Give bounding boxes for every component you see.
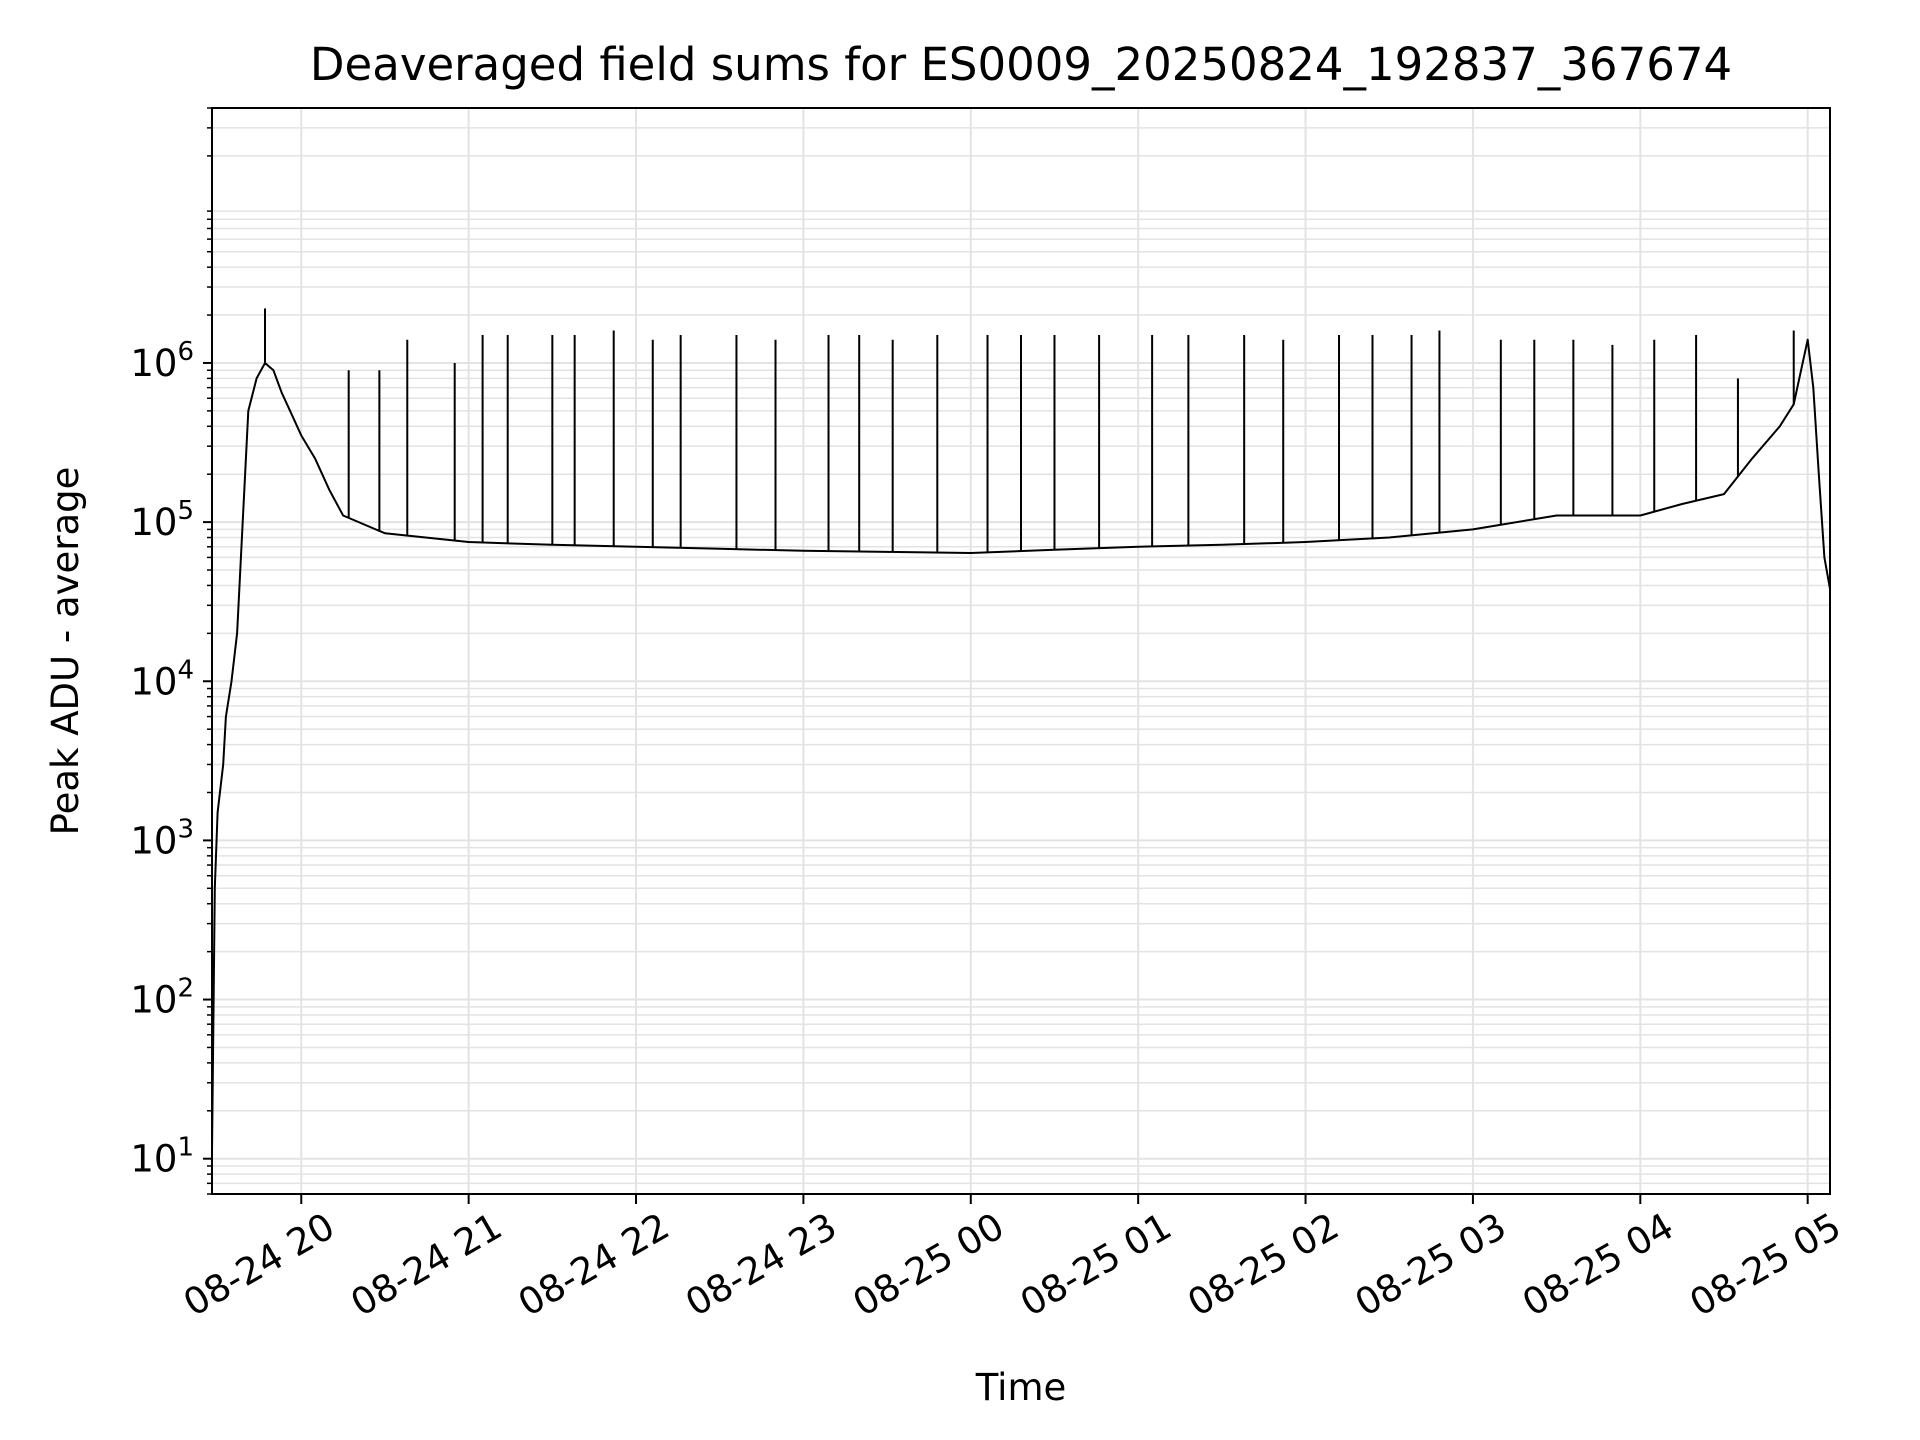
x-axis-label: Time <box>975 1366 1067 1409</box>
grid <box>212 107 1830 1195</box>
y-tick-label: 103 <box>130 814 194 862</box>
chart-title: Deaveraged field sums for ES0009_2025082… <box>310 38 1732 91</box>
data-layer <box>211 308 1831 1153</box>
y-axis-label: Peak ADU - average <box>44 467 87 836</box>
y-tick-label: 104 <box>130 655 194 703</box>
y-tick-label: 102 <box>130 974 194 1022</box>
y-tick-label: 105 <box>130 496 194 544</box>
series-line <box>211 338 1831 1153</box>
y-tick-label: 101 <box>130 1133 194 1181</box>
y-tick-label: 106 <box>130 337 194 385</box>
plot-frame <box>211 107 1831 1195</box>
